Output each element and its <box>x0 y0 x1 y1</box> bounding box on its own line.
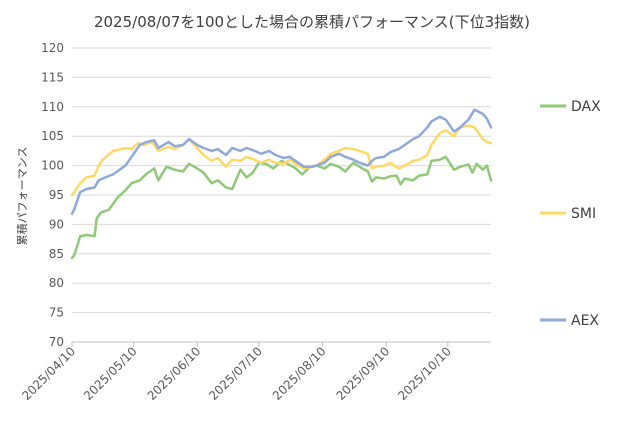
legend-label-aex: AEX <box>571 313 599 329</box>
y-tick-label: 120 <box>41 41 64 55</box>
x-tick-label: 2025/07/10 <box>206 344 265 403</box>
y-tick-label: 100 <box>41 159 64 173</box>
legend-label-smi: SMI <box>571 206 596 222</box>
series-line-dax <box>70 155 493 260</box>
x-tick-label: 2025/08/10 <box>270 344 329 403</box>
y-tick-label: 90 <box>49 217 64 231</box>
series-lines <box>70 108 493 260</box>
series-line-smi <box>70 124 493 197</box>
y-tick-label: 85 <box>49 247 64 261</box>
y-tick-label: 95 <box>49 188 64 202</box>
y-tick-label: 115 <box>41 70 64 84</box>
chart-title: 2025/08/07を100とした場合の累積パフォーマンス(下位3指数) <box>94 13 530 31</box>
y-tick-label: 75 <box>49 306 64 320</box>
x-tick-label: 2025/10/10 <box>395 344 454 403</box>
x-tick-label: 2025/09/10 <box>334 344 393 403</box>
legend: DAX SMI AEX <box>540 99 601 329</box>
y-tick-label: 110 <box>41 100 64 114</box>
x-tick-label: 2025/05/10 <box>81 344 140 403</box>
y-axis-label: 累積パフォーマンス <box>15 147 29 246</box>
legend-label-dax: DAX <box>571 99 601 115</box>
y-tick-label: 80 <box>49 276 64 290</box>
y-tick-label: 70 <box>49 335 64 349</box>
x-tick-label: 2025/06/10 <box>145 344 204 403</box>
series-line-aex <box>70 108 493 216</box>
gridlines <box>72 47 491 314</box>
y-tick-label: 105 <box>41 129 64 143</box>
x-tick-label: 2025/04/10 <box>19 344 78 403</box>
